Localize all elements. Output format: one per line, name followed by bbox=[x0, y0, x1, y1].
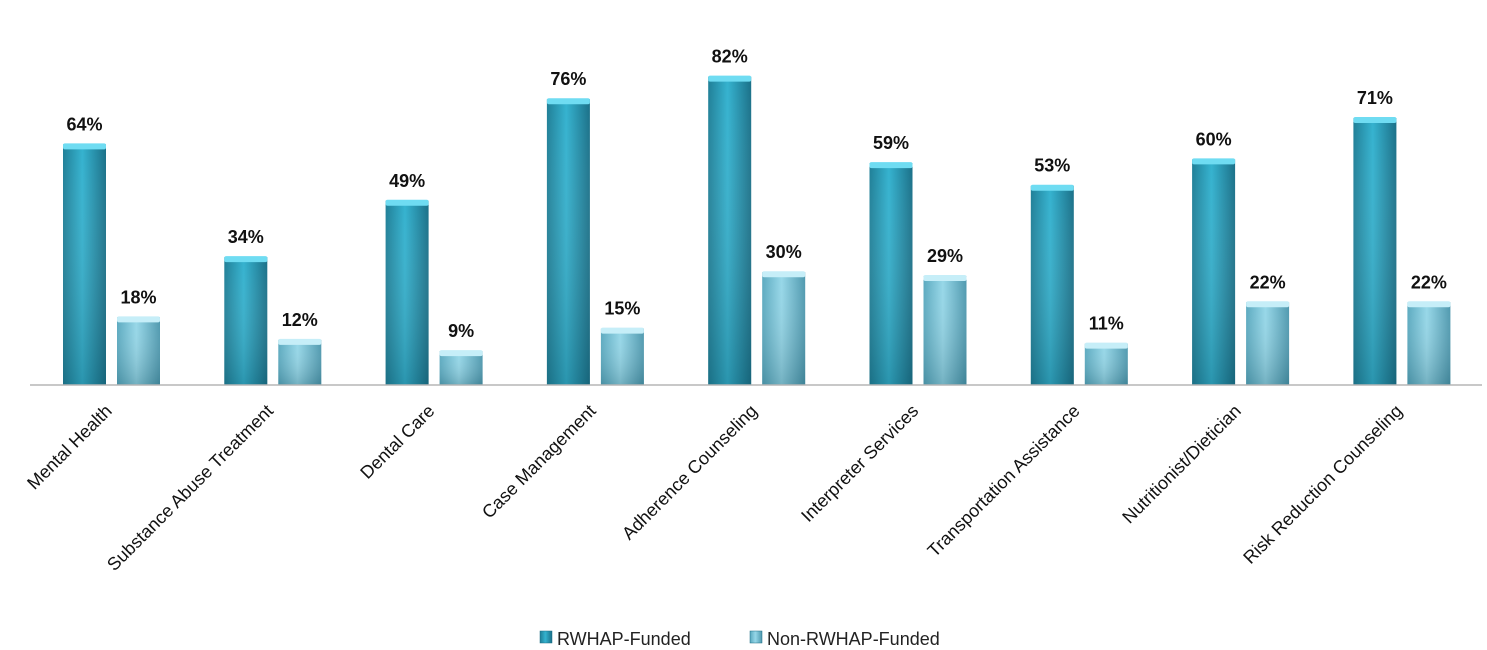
data-label: 11% bbox=[1089, 314, 1124, 334]
bar-cap bbox=[762, 271, 806, 278]
bars-layer bbox=[63, 75, 1451, 386]
legend-swatch bbox=[749, 630, 763, 644]
bar-rwhap-8 bbox=[1353, 117, 1397, 385]
data-label: 34% bbox=[228, 227, 264, 247]
legend-label: Non-RWHAP-Funded bbox=[767, 629, 940, 649]
bar-shade bbox=[708, 76, 752, 386]
bar-rwhap-2 bbox=[385, 199, 429, 385]
data-label: 53% bbox=[1034, 156, 1070, 176]
category-label: Transportation Assistance bbox=[924, 401, 1084, 561]
data-label: 22% bbox=[1250, 272, 1286, 292]
bar-cap bbox=[224, 256, 268, 263]
bar-cap bbox=[1084, 342, 1128, 349]
category-label: Adherence Counseling bbox=[618, 401, 761, 544]
bar-shade bbox=[869, 163, 913, 385]
bar-non-rwhap-7 bbox=[1246, 301, 1290, 385]
category-label: Dental Care bbox=[356, 401, 438, 483]
legend-swatch bbox=[539, 630, 553, 644]
data-label: 71% bbox=[1357, 88, 1393, 108]
bar-cap bbox=[1246, 301, 1290, 308]
bar-shade bbox=[117, 317, 160, 385]
category-label: Nutritionist/Dietician bbox=[1118, 401, 1245, 528]
bar-rwhap-7 bbox=[1192, 158, 1236, 385]
bar-cap bbox=[1407, 301, 1451, 308]
bar-shade bbox=[1192, 159, 1236, 385]
legend-item-rwhap: RWHAP-Funded bbox=[539, 629, 691, 649]
bar-shade bbox=[439, 351, 483, 385]
data-label: 30% bbox=[766, 242, 802, 262]
bar-cap bbox=[546, 98, 590, 105]
bar-cap bbox=[385, 199, 429, 206]
bar-cap bbox=[63, 143, 106, 150]
bar-shade bbox=[923, 275, 967, 385]
category-label: Case Management bbox=[478, 401, 600, 523]
bar-rwhap-3 bbox=[546, 98, 590, 386]
bar-non-rwhap-1 bbox=[278, 338, 322, 385]
data-label: 59% bbox=[873, 133, 909, 153]
bar-cap bbox=[923, 274, 967, 281]
bar-cap bbox=[439, 350, 483, 357]
bar-rwhap-0 bbox=[63, 143, 106, 385]
data-label: 12% bbox=[282, 310, 318, 330]
bar-shade bbox=[546, 99, 590, 386]
bar-cap bbox=[1030, 184, 1074, 191]
data-label: 18% bbox=[120, 287, 156, 307]
category-label: Interpreter Services bbox=[797, 401, 922, 526]
legend-label: RWHAP-Funded bbox=[557, 629, 691, 649]
bar-shade bbox=[1353, 118, 1397, 385]
bar-shade bbox=[600, 328, 644, 385]
bar-rwhap-6 bbox=[1030, 184, 1074, 385]
bar-cap bbox=[1353, 117, 1397, 124]
data-label: 82% bbox=[712, 47, 748, 67]
bar-non-rwhap-6 bbox=[1084, 342, 1128, 385]
bar-rwhap-4 bbox=[708, 75, 752, 386]
data-label: 29% bbox=[927, 246, 963, 266]
data-label: 15% bbox=[604, 299, 640, 319]
data-label: 76% bbox=[550, 69, 586, 89]
bar-cap bbox=[278, 338, 322, 345]
legend: RWHAP-Funded Non-RWHAP-Funded bbox=[539, 629, 940, 649]
bar-shade bbox=[1407, 302, 1451, 385]
data-label: 22% bbox=[1411, 272, 1447, 292]
category-label: Risk Reduction Counseling bbox=[1239, 401, 1406, 568]
bar-non-rwhap-8 bbox=[1407, 301, 1451, 385]
bar-cap bbox=[117, 316, 160, 323]
data-label: 60% bbox=[1196, 129, 1232, 149]
bar-non-rwhap-2 bbox=[439, 350, 483, 385]
legend-item-non-rwhap: Non-RWHAP-Funded bbox=[749, 629, 940, 649]
bar-shade bbox=[224, 257, 268, 385]
bar-shade bbox=[278, 339, 322, 385]
bar-non-rwhap-0 bbox=[117, 316, 160, 385]
bar-rwhap-5 bbox=[869, 162, 913, 385]
bar-shade bbox=[63, 144, 106, 385]
bar-shade bbox=[1246, 302, 1290, 385]
bar-shade bbox=[762, 272, 806, 385]
bar-non-rwhap-3 bbox=[600, 327, 644, 385]
data-label: 49% bbox=[389, 171, 425, 191]
bar-shade bbox=[1084, 343, 1128, 385]
category-label: Mental Health bbox=[23, 401, 116, 494]
bar-cap bbox=[708, 75, 752, 82]
bar-non-rwhap-5 bbox=[923, 274, 967, 385]
bar-shade bbox=[1030, 185, 1074, 385]
bar-cap bbox=[600, 327, 644, 334]
data-label: 64% bbox=[66, 114, 102, 134]
category-label: Substance Abuse Treatment bbox=[103, 401, 277, 575]
bar-non-rwhap-4 bbox=[762, 271, 806, 385]
bar-rwhap-1 bbox=[224, 256, 268, 385]
bar-cap bbox=[1192, 158, 1236, 165]
bar-cap bbox=[869, 162, 913, 169]
bar-shade bbox=[385, 200, 429, 385]
data-label: 9% bbox=[448, 321, 474, 341]
